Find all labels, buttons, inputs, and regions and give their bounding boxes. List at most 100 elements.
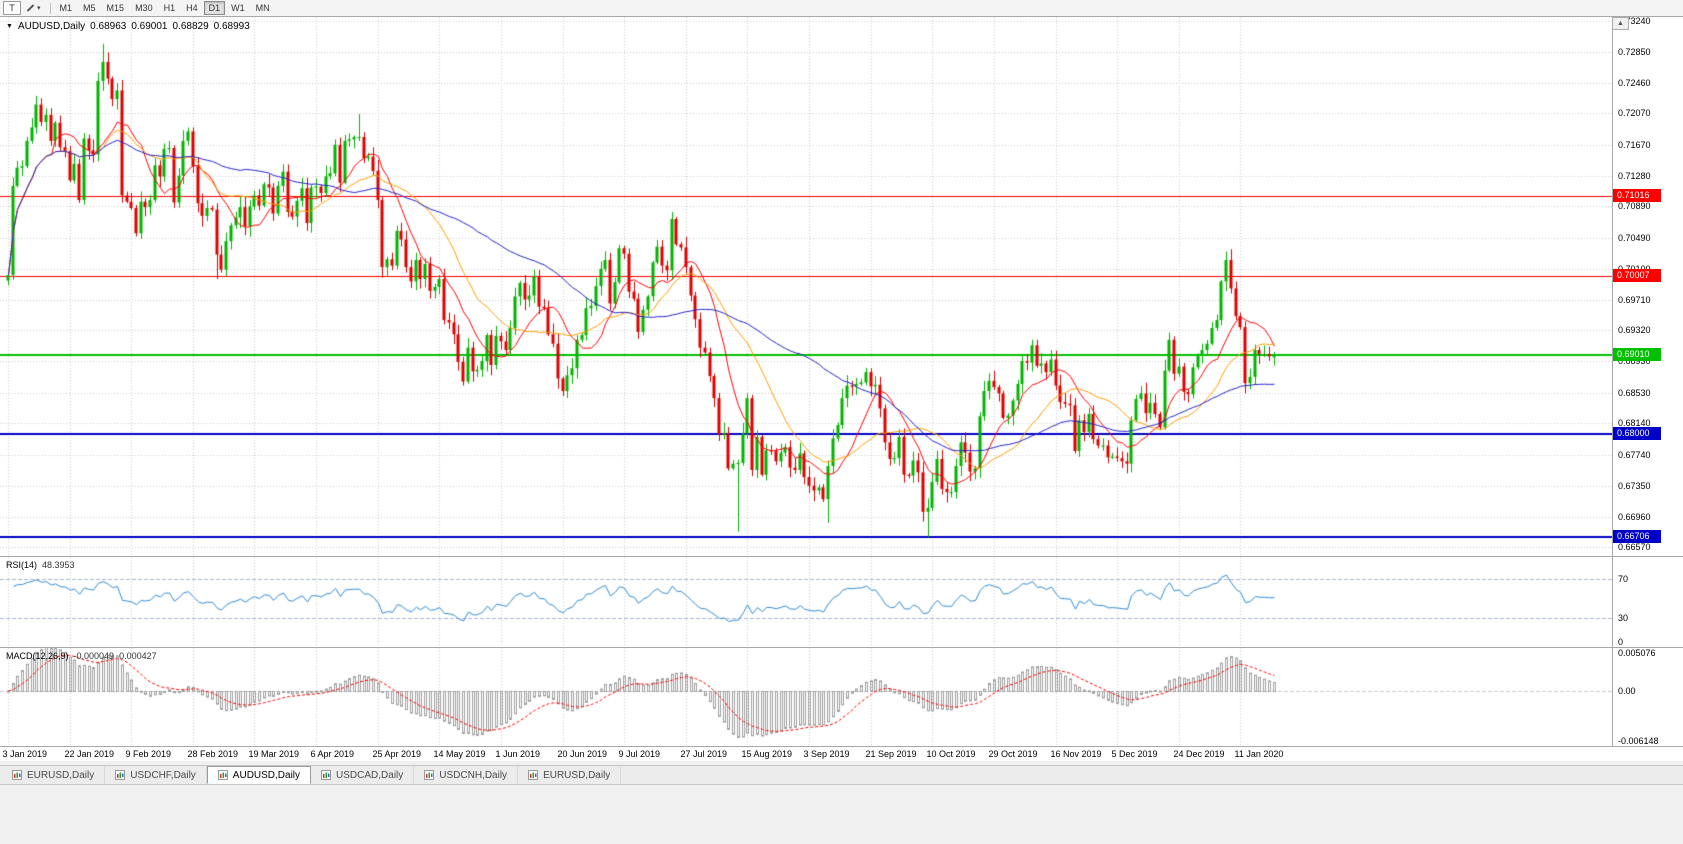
date-label: 25 Apr 2019	[372, 749, 422, 759]
one-click-trading-toggle-icon[interactable]: ▼	[6, 23, 13, 30]
date-label: 11 Jan 2020	[1234, 749, 1284, 759]
timeframe-button-m1[interactable]: M1	[59, 3, 73, 13]
date-label: 9 Jul 2019	[618, 749, 661, 759]
price-tick-label: 0.72460	[1618, 77, 1651, 88]
macd-canvas[interactable]	[0, 648, 1612, 746]
ohlc-open-value: 0.68963	[90, 21, 127, 32]
rsi-axis[interactable]: 70 30 0	[1612, 557, 1683, 647]
timeframe-button-mn[interactable]: MN	[255, 3, 270, 13]
chart-tab-label: AUDUSD,Daily	[232, 769, 301, 781]
price-tick-label: 0.66570	[1618, 542, 1651, 553]
timeframe-button-d1[interactable]: D1	[203, 1, 226, 15]
timeframe-button-m5[interactable]: M5	[83, 3, 96, 13]
price-line-tag: 0.71016	[1613, 189, 1661, 203]
rsi-tick-label: 30	[1618, 612, 1629, 623]
chart-tab-label: USDCNH,Daily	[439, 769, 508, 781]
macd-panel: MACD(12,26,9) -0.000049 0.000427 0.00507…	[0, 647, 1683, 746]
toolbar: T ▾ M1 M5 M15 M30 H1 H4 D1 W1 MN	[0, 0, 1683, 17]
price-tick-label: 0.67350	[1618, 480, 1651, 491]
date-label: 22 Jan 2019	[64, 749, 115, 759]
chart-title: ▼ AUDUSD,Daily 0.68963 0.69001 0.68829 0…	[6, 21, 250, 32]
date-label: 1 Jun 2019	[495, 749, 541, 759]
rsi-canvas[interactable]	[0, 557, 1612, 647]
date-label: 6 Apr 2019	[310, 749, 355, 759]
chart-tool-icon: T	[9, 3, 15, 13]
bottom-filler	[0, 786, 1683, 844]
chart-tabs-bar: EURUSD,Daily USDCHF,Daily AUDUSD,Daily USDC…	[0, 765, 1683, 785]
date-label: 16 Nov 2019	[1050, 749, 1102, 759]
pencil-icon	[26, 4, 35, 12]
price-tick-label: 0.68140	[1618, 418, 1651, 429]
date-label: 21 Sep 2019	[865, 749, 917, 759]
chart-tab-label: USDCHF,Daily	[130, 769, 196, 781]
toolbar-separator	[49, 2, 51, 14]
price-tick-label: 0.66960	[1618, 511, 1651, 522]
date-label: 28 Feb 2019	[187, 749, 239, 759]
chart-tab-icon	[12, 770, 22, 780]
date-label: 10 Oct 2019	[926, 749, 976, 759]
rsi-panel: RSI(14) 48.3953 70 30 0	[0, 556, 1683, 647]
price-chart-canvas[interactable]	[0, 17, 1612, 556]
chart-window: ▼ AUDUSD,Daily 0.68963 0.69001 0.68829 0…	[0, 15, 1683, 761]
timeframe-button-m30[interactable]: M30	[135, 3, 153, 13]
scroll-up-button[interactable]: ▲	[1612, 17, 1629, 30]
chart-tab-usdcad-daily[interactable]: USDCAD,Daily	[311, 766, 415, 784]
timeframe-button-h1[interactable]: H1	[163, 3, 176, 13]
macd-main-value: -0.000049	[73, 651, 115, 661]
chart-tab-audusd-daily[interactable]: AUDUSD,Daily	[206, 766, 312, 784]
chart-tab-eurusd-daily[interactable]: EURUSD,Daily	[518, 766, 622, 784]
price-tick-label: 0.71280	[1618, 170, 1651, 181]
macd-tick-label: 0.005076	[1618, 648, 1656, 658]
date-label: 15 Aug 2019	[741, 749, 793, 759]
chart-tab-icon	[424, 770, 435, 780]
chevron-down-icon: ▾	[37, 5, 41, 12]
price-tick-label: 0.69320	[1618, 325, 1651, 336]
chart-tab-icon	[321, 770, 332, 780]
draw-tool-dropdown-button[interactable]: ▾	[21, 1, 46, 15]
chart-tab-label: EURUSD,Daily	[27, 769, 95, 781]
timeframe-button-m15[interactable]: M15	[106, 3, 125, 13]
price-line-tag: 0.69010	[1613, 347, 1661, 361]
date-label: 3 Jan 2019	[2, 749, 48, 759]
price-tick-label: 0.70890	[1618, 201, 1651, 212]
price-line-tag: 0.66706	[1613, 529, 1661, 543]
chart-tab-usdchf-daily[interactable]: USDCHF,Daily	[105, 766, 207, 784]
timeframe-toolbar: M1 M5 M15 M30 H1 H4 D1 W1 MN	[55, 1, 275, 15]
rsi-label: RSI(14) 48.3953	[6, 560, 75, 570]
chart-tab-usdcnh-daily[interactable]: USDCNH,Daily	[414, 766, 519, 784]
price-chart-panel: ▼ AUDUSD,Daily 0.68963 0.69001 0.68829 0…	[0, 15, 1683, 556]
chart-tab-eurusd-daily[interactable]: EURUSD,Daily	[2, 766, 106, 784]
price-line-tag: 0.70007	[1613, 269, 1661, 283]
macd-axis[interactable]: 0.005076 0.00 -0.006148	[1612, 648, 1683, 746]
date-label: 14 May 2019	[433, 749, 486, 759]
price-tick-label: 0.69710	[1618, 294, 1651, 305]
price-line-tag: 0.68000	[1613, 427, 1661, 441]
date-label: 29 Oct 2019	[988, 749, 1038, 759]
macd-tick-label: -0.006148	[1618, 736, 1659, 746]
date-label: 27 Jul 2019	[680, 749, 728, 759]
chart-tab-label: USDCAD,Daily	[336, 769, 404, 781]
rsi-tick-label: 70	[1618, 573, 1629, 584]
price-tick-label: 0.68530	[1618, 387, 1651, 398]
date-label: 20 Jun 2019	[557, 749, 608, 759]
rsi-value: 48.3953	[42, 560, 75, 570]
price-axis[interactable]: 0.73240 0.72850 0.72460 0.72070 0.71670 0.712…	[1612, 15, 1683, 556]
date-label: 19 Mar 2019	[248, 749, 300, 759]
macd-label: MACD(12,26,9) -0.000049 0.000427	[6, 651, 157, 661]
ohlc-low-value: 0.68829	[172, 21, 209, 32]
macd-name: MACD(12,26,9)	[6, 651, 69, 661]
price-tick-label: 0.73240	[1618, 15, 1651, 26]
date-label: 3 Sep 2019	[803, 749, 850, 759]
chart-tab-label: EURUSD,Daily	[543, 769, 611, 781]
price-tick-label: 0.68930	[1618, 356, 1651, 367]
rsi-tick-label: 0	[1618, 637, 1624, 647]
time-axis[interactable]: 3 Jan 2019 22 Jan 2019 9 Feb 2019 28 Feb 20…	[0, 746, 1683, 761]
price-tick-label: 0.70490	[1618, 232, 1651, 243]
price-tick-label: 0.72070	[1618, 108, 1651, 119]
chart-tool-button[interactable]: T	[3, 1, 21, 15]
chart-tab-icon	[115, 770, 126, 780]
rsi-name: RSI(14)	[6, 560, 38, 570]
chart-tab-icon	[217, 770, 228, 780]
timeframe-button-w1[interactable]: W1	[231, 3, 245, 13]
timeframe-button-h4[interactable]: H4	[186, 3, 198, 13]
